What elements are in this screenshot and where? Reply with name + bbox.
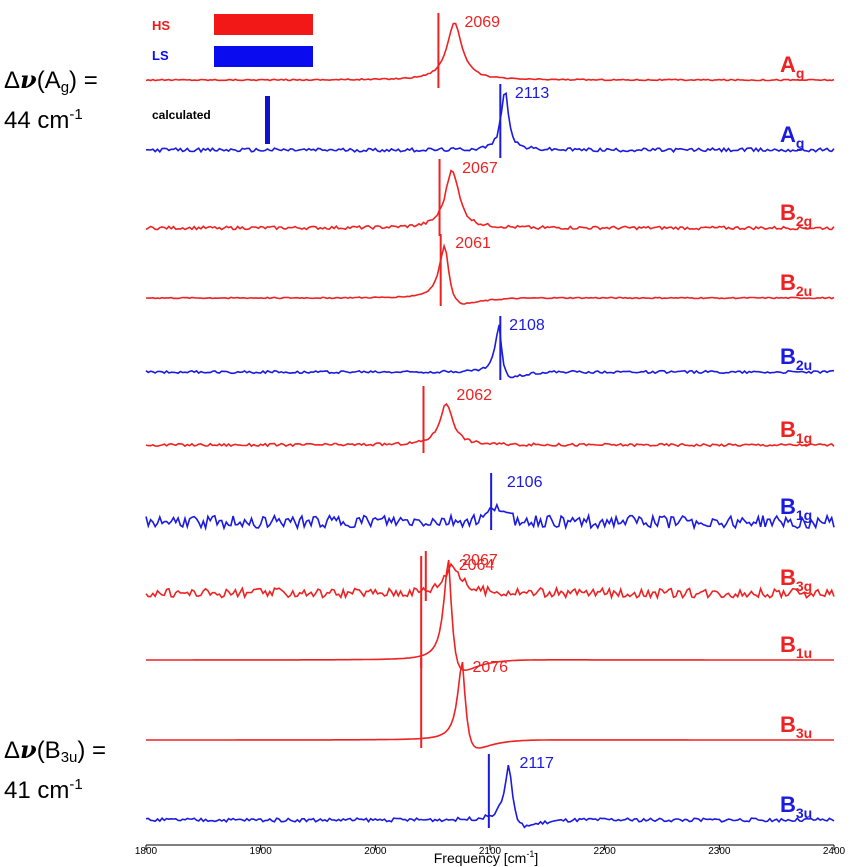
- symmetry-label: B2g: [780, 200, 812, 229]
- x-tick-label: 2100: [479, 846, 502, 857]
- spectrum-b1g-hs: 2062 B1g: [145, 386, 835, 453]
- delta-symbol: Δ: [4, 67, 21, 94]
- symmetry-label: B2u: [780, 270, 812, 299]
- plot-area: 2069 Ag 2113 Ag 2067 B2g 2061 B2u 2108 B2u 2062 B1g…: [145, 13, 835, 829]
- spectrum-line: [145, 764, 835, 829]
- delta-symbol: Δ: [4, 737, 21, 764]
- spectrum-b3u-ls: 2117 B3u: [145, 754, 835, 829]
- legend-label-hs: HS: [152, 18, 170, 33]
- annotation-close: ) =: [77, 737, 107, 764]
- peak-label: 2106: [507, 474, 543, 491]
- spectrum-ag-ls: 2113 Ag: [146, 84, 835, 158]
- legend-label-ls: LS: [152, 48, 169, 63]
- spectrum-line: [145, 243, 835, 305]
- annotation-open: (A: [36, 67, 61, 94]
- spectrum-b1g-ls: 2106 B1g: [145, 473, 835, 532]
- x-tick-label: 2400: [823, 846, 846, 857]
- annotation-open: (B: [36, 737, 61, 764]
- x-axis-label: Frequency [cm-1]: [434, 849, 539, 866]
- peak-label: 2061: [455, 235, 491, 252]
- delta-nu-ag-annotation: Δν(Ag) = 44 cm-1: [4, 66, 98, 134]
- legend-tick-calculated: [265, 96, 270, 144]
- spectrum-b3g-hs: 2067 B3g: [145, 551, 835, 601]
- delta-nu-b3u-annotation: Δν(B3u) = 41 cm-1: [4, 736, 106, 804]
- spectrum-line: [146, 661, 834, 749]
- spectrum-line: [145, 562, 835, 601]
- x-tick-label: 1800: [135, 846, 158, 857]
- symmetry-label: B1g: [780, 417, 812, 446]
- peak-label: 2069: [464, 14, 500, 31]
- peak-label: 2113: [515, 85, 550, 102]
- nu-symbol: ν: [20, 735, 37, 764]
- spectrum-line: [145, 324, 835, 379]
- peak-label: 2076: [472, 659, 508, 676]
- annotation-close: ) =: [69, 67, 98, 94]
- spectrum-ag-hs: 2069 Ag: [145, 13, 835, 88]
- legend: HS LS calculated: [152, 14, 313, 144]
- symmetry-label: Ag: [780, 52, 804, 81]
- annotation-unit-sup: -1: [69, 776, 83, 793]
- x-axis: Frequency [cm-1] 1800 1900 2000 2100 2200 230…: [135, 844, 846, 866]
- spectrum-line: [146, 92, 835, 154]
- spectrum-line: [145, 502, 835, 532]
- x-tick-label: 2300: [708, 846, 731, 857]
- spectrum-b2g-hs: 2067 B2g: [145, 159, 835, 236]
- spectrum-b2u-hs: 2061 B2u: [145, 234, 835, 306]
- spectrum-b3u-hs: 2076 B3u: [146, 658, 834, 749]
- peak-label: 2067: [462, 552, 498, 569]
- x-tick-label: 2200: [594, 846, 617, 857]
- peak-label: 2062: [456, 387, 492, 404]
- spectrum-line: [145, 22, 835, 82]
- annotation-sub: 3u: [60, 749, 78, 766]
- spectrum-line: [146, 559, 834, 672]
- symmetry-label: B3g: [780, 565, 812, 594]
- symmetry-label: B3u: [780, 712, 812, 741]
- x-tick-label: 1900: [250, 846, 273, 857]
- x-tick-label: 2000: [364, 846, 387, 857]
- annotation-sub: g: [60, 79, 70, 96]
- legend-bar-hs: [214, 14, 313, 35]
- nu-symbol: ν: [20, 65, 37, 94]
- spectrum-b2u-ls: 2108 B2u: [145, 316, 835, 380]
- symmetry-label: B1u: [780, 632, 812, 661]
- peak-label: 2108: [509, 317, 545, 334]
- spectrum-line: [145, 402, 835, 448]
- legend-bar-ls: [214, 46, 313, 67]
- legend-label-calculated: calculated: [152, 108, 211, 122]
- symmetry-label: B2u: [780, 344, 812, 373]
- symmetry-label: B3u: [780, 792, 812, 821]
- symmetry-label: B1g: [780, 494, 812, 523]
- peak-label: 2067: [462, 160, 498, 177]
- annotation-unit-sup: -1: [69, 106, 83, 123]
- spectrum-b1u-hs: 2064 B1u: [146, 556, 834, 672]
- annotation-value: 44 cm: [4, 107, 70, 134]
- symmetry-label: Ag: [780, 122, 804, 151]
- spectrum-line: [145, 169, 835, 231]
- peak-label: 2117: [519, 755, 554, 772]
- peak-label: 2064: [459, 557, 495, 574]
- annotation-value: 41 cm: [4, 777, 70, 804]
